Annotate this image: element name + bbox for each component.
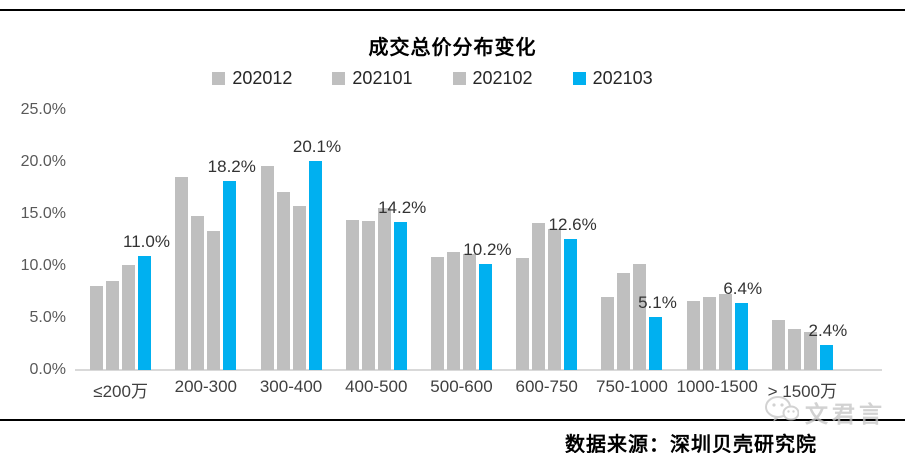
- bar-202101-2[interactable]: [276, 192, 290, 370]
- bar-202102-7[interactable]: [718, 294, 732, 370]
- x-axis-label-3: 400-500: [345, 377, 408, 396]
- legend-swatch-202101: [332, 72, 346, 85]
- watermark: 文君言: [765, 395, 886, 429]
- x-axis-label-2: 300-400: [259, 377, 323, 396]
- bar-group-6: 5.1%: [589, 110, 677, 370]
- wechat-icon: [765, 395, 800, 429]
- bar-group-3: 14.2%: [334, 110, 426, 370]
- bar-group-4: 10.2%: [419, 110, 512, 370]
- bar-202102-4[interactable]: [462, 253, 476, 370]
- bar-group-2: 20.1%: [248, 110, 341, 370]
- y-axis-tick-20.0%: 20.0%: [20, 153, 66, 170]
- data-source-note: 数据来源：深圳贝壳研究院: [565, 434, 817, 453]
- x-axis-label-4: 500-600: [430, 377, 493, 396]
- bar-202012-4[interactable]: [430, 256, 444, 370]
- bar-202101-4[interactable]: [446, 252, 460, 370]
- legend-label: 202101: [352, 68, 413, 88]
- bar-group-7: 6.4%: [675, 110, 762, 370]
- bar-202012-1[interactable]: [175, 176, 189, 370]
- legend-swatch-202102: [452, 72, 466, 85]
- bar-202101-8[interactable]: [787, 329, 801, 370]
- bar-202103-2[interactable]: 20.1%: [293, 137, 341, 370]
- bar-202012-3[interactable]: [345, 220, 359, 370]
- x-axis-label-7: 1000-1500: [676, 377, 758, 396]
- bar-data-label: 5.1%: [638, 292, 677, 312]
- bar-202103-8[interactable]: 2.4%: [809, 321, 847, 370]
- legend-label: 202103: [592, 68, 653, 88]
- legend-label: 202102: [472, 68, 533, 88]
- bar-data-label: 6.4%: [723, 279, 763, 299]
- bar-data-label: 10.2%: [463, 239, 512, 259]
- bar-202012-0[interactable]: [90, 285, 104, 370]
- x-axis-label-5: 600-750: [515, 377, 578, 396]
- x-axis-label-6: 750-1000: [596, 377, 668, 396]
- bar-data-label: 14.2%: [378, 198, 427, 218]
- bar-group-5: 12.6%: [504, 110, 597, 370]
- bar-202103-5[interactable]: 12.6%: [549, 215, 597, 370]
- plot-area: 11.0% 18.2% 20.1% 14.2% 10.2% 12.6% 5.1% 6.4% 2.…: [78, 110, 847, 370]
- y-axis-tick-25.0%: 25.0%: [20, 101, 66, 118]
- legend-swatch-202012: [212, 72, 226, 85]
- chart-title: 成交总价分布变化: [368, 37, 537, 59]
- legend-item-202102[interactable]: 202102: [452, 68, 533, 89]
- top-divider-line: [0, 9, 905, 11]
- watermark-text: 文君言: [805, 401, 886, 427]
- x-axis-labels: ≤200万 200-300 300-400 400-500 500-600 600-750…: [78, 377, 845, 402]
- bar-202103-3[interactable]: 14.2%: [378, 198, 426, 370]
- y-axis-tick-0.0%: 0.0%: [29, 361, 66, 378]
- bar-data-label: 18.2%: [207, 156, 256, 176]
- x-axis-line: [75, 369, 882, 371]
- bar-202103-6[interactable]: 5.1%: [638, 293, 677, 370]
- y-axis-tick-5.0%: 5.0%: [29, 309, 66, 326]
- bar-data-label: 20.1%: [292, 136, 342, 156]
- bar-data-label: 2.4%: [808, 321, 848, 341]
- bar-data-label: 12.6%: [548, 214, 597, 234]
- legend-item-202101[interactable]: 202101: [332, 68, 413, 89]
- bottom-divider-line: [0, 419, 905, 421]
- bar-202101-0[interactable]: [106, 280, 120, 370]
- y-axis-tick-10.0%: 10.0%: [20, 257, 66, 274]
- bar-202101-7[interactable]: [702, 297, 716, 370]
- bar-202012-6[interactable]: [601, 297, 615, 370]
- legend-item-202103[interactable]: 202103: [572, 68, 653, 89]
- bar-202012-2[interactable]: [260, 166, 274, 370]
- bar-202102-2[interactable]: [292, 205, 306, 370]
- legend: 202012 202101 202102 202103: [0, 68, 865, 89]
- bar-group-8: 2.4%: [760, 110, 847, 370]
- bar-group-1: 18.2%: [163, 110, 256, 370]
- legend-item-202012[interactable]: 202012: [212, 68, 292, 89]
- bar-202102-3[interactable]: [377, 207, 391, 370]
- bar-202012-8[interactable]: [771, 320, 785, 370]
- x-axis-label-8: > 1500万: [767, 382, 838, 401]
- legend-label: 202012: [232, 68, 293, 88]
- legend-swatch-202103: [572, 72, 586, 85]
- bar-202102-6[interactable]: [633, 263, 647, 370]
- bar-202101-5[interactable]: [532, 223, 546, 370]
- x-axis-label-1: 200-300: [174, 377, 238, 396]
- bar-202012-7[interactable]: [686, 301, 700, 370]
- y-axis-tick-15.0%: 15.0%: [20, 205, 66, 222]
- x-axis-label-0: ≤200万: [93, 382, 148, 401]
- bar-202102-5[interactable]: [548, 228, 562, 370]
- bar-202101-6[interactable]: [617, 273, 631, 370]
- bar-group-0: 11.0%: [78, 110, 170, 370]
- bar-202101-1[interactable]: [191, 216, 205, 370]
- bar-202103-4[interactable]: 10.2%: [463, 240, 512, 370]
- bar-202012-5[interactable]: [516, 257, 530, 370]
- bar-202103-0[interactable]: 11.0%: [123, 232, 170, 370]
- bar-202103-7[interactable]: 6.4%: [723, 279, 762, 370]
- bar-202102-0[interactable]: [122, 264, 136, 370]
- bar-202102-8[interactable]: [803, 331, 817, 370]
- bar-202102-1[interactable]: [207, 230, 221, 370]
- bar-202101-3[interactable]: [361, 221, 375, 370]
- bar-data-label: 11.0%: [123, 231, 170, 251]
- bar-202103-1[interactable]: 18.2%: [208, 157, 256, 370]
